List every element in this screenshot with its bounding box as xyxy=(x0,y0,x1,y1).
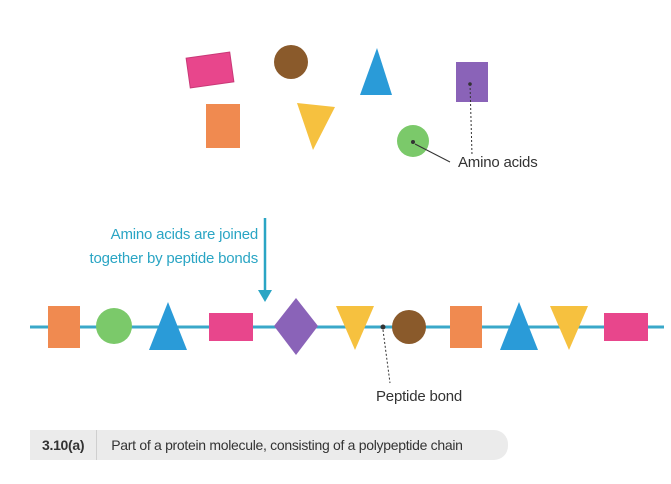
peptide-bond-label: Peptide bond xyxy=(376,388,462,405)
figure-number: 3.10(a) xyxy=(30,430,98,460)
peptide-bond-pointer xyxy=(382,329,391,384)
chain-brown-circle xyxy=(392,310,426,344)
chain-blue-triangle-2 xyxy=(500,302,538,350)
chain-blue-triangle-1 xyxy=(149,302,187,350)
free-blue-triangle xyxy=(360,48,392,95)
free-pink-rectangle xyxy=(185,51,235,89)
joined-arrow xyxy=(258,218,272,302)
chain-purple-diamond xyxy=(274,298,318,355)
peptide-bond-dot xyxy=(380,324,386,330)
chain-orange-square-2 xyxy=(450,306,482,348)
free-amino-acids xyxy=(185,45,488,157)
figure-caption-bar: 3.10(a) Part of a protein molecule, cons… xyxy=(30,430,508,460)
chain-yellow-inverted-triangle-1 xyxy=(336,306,374,350)
free-brown-circle xyxy=(274,45,308,79)
chain-orange-square-1 xyxy=(48,306,80,348)
chain-yellow-inverted-triangle-2 xyxy=(550,306,588,350)
chain-green-circle xyxy=(96,308,132,344)
joined-note-line1: Amino acids are joined xyxy=(111,226,258,243)
free-yellow-inverted-triangle xyxy=(297,103,335,150)
amino-acids-pointer xyxy=(411,82,473,163)
figure-caption: Part of a protein molecule, consisting o… xyxy=(111,437,463,453)
chain-pink-rectangle-1 xyxy=(209,313,253,341)
joined-note-line2: together by peptide bonds xyxy=(90,250,258,267)
amino-acids-label: Amino acids xyxy=(458,154,538,171)
polypeptide-chain xyxy=(30,298,664,355)
free-orange-square xyxy=(206,104,240,148)
free-purple-square xyxy=(456,62,488,102)
chain-pink-rectangle-2 xyxy=(604,313,648,341)
